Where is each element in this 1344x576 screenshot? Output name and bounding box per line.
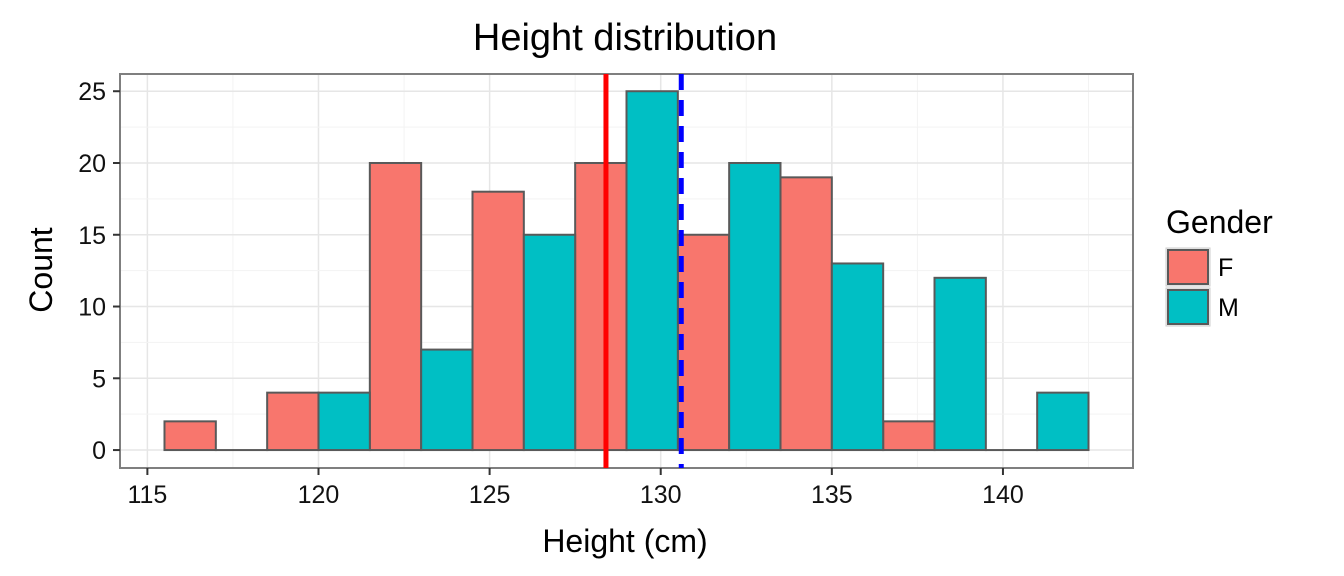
y-tick-label: 5 (92, 365, 106, 393)
bar-f (368, 161, 423, 452)
x-axis: 115 120 125 130 135 140 (127, 468, 1024, 509)
bar-m (420, 348, 474, 452)
y-tick-label: 15 (78, 222, 106, 250)
bar-m (933, 276, 987, 452)
bar-f (882, 420, 936, 452)
legend-title: Gender (1166, 204, 1273, 240)
bars (163, 90, 1090, 452)
legend: Gender FM (1165, 204, 1273, 327)
bar-f (471, 190, 525, 452)
y-tick-label: 10 (78, 294, 106, 322)
x-tick-label: 120 (298, 481, 340, 509)
x-tick-label: 130 (640, 481, 682, 509)
bar-m (728, 161, 782, 452)
y-tick-label: 0 (92, 437, 106, 465)
legend-key-f (1167, 249, 1209, 285)
bar-f (574, 161, 628, 452)
legend-label-m: M (1218, 294, 1239, 322)
y-tick-label: 25 (78, 78, 106, 106)
y-tick-label: 20 (78, 150, 106, 178)
legend-key-m (1167, 289, 1209, 325)
reference-lines (603, 74, 684, 468)
bar-m (1036, 391, 1090, 452)
bar-m (830, 262, 885, 452)
bar-m (625, 90, 679, 452)
bar-m (522, 233, 577, 452)
bar-m (317, 391, 371, 452)
x-tick-label: 125 (469, 481, 511, 509)
chart-title: Height distribution (473, 17, 777, 59)
x-tick-label: 135 (811, 481, 853, 509)
y-axis-label: Count (23, 227, 59, 313)
y-axis: 0 5 10 15 20 25 (78, 78, 120, 465)
x-tick-label: 115 (127, 481, 167, 509)
x-tick-label: 140 (982, 481, 1024, 509)
bar-f (779, 176, 833, 452)
bar-f (676, 233, 731, 452)
legend-label-f: F (1218, 254, 1233, 282)
x-axis-label: Height (cm) (542, 523, 707, 559)
bar-f (266, 391, 320, 452)
panel-border (119, 73, 1134, 469)
bar-f (163, 420, 217, 452)
